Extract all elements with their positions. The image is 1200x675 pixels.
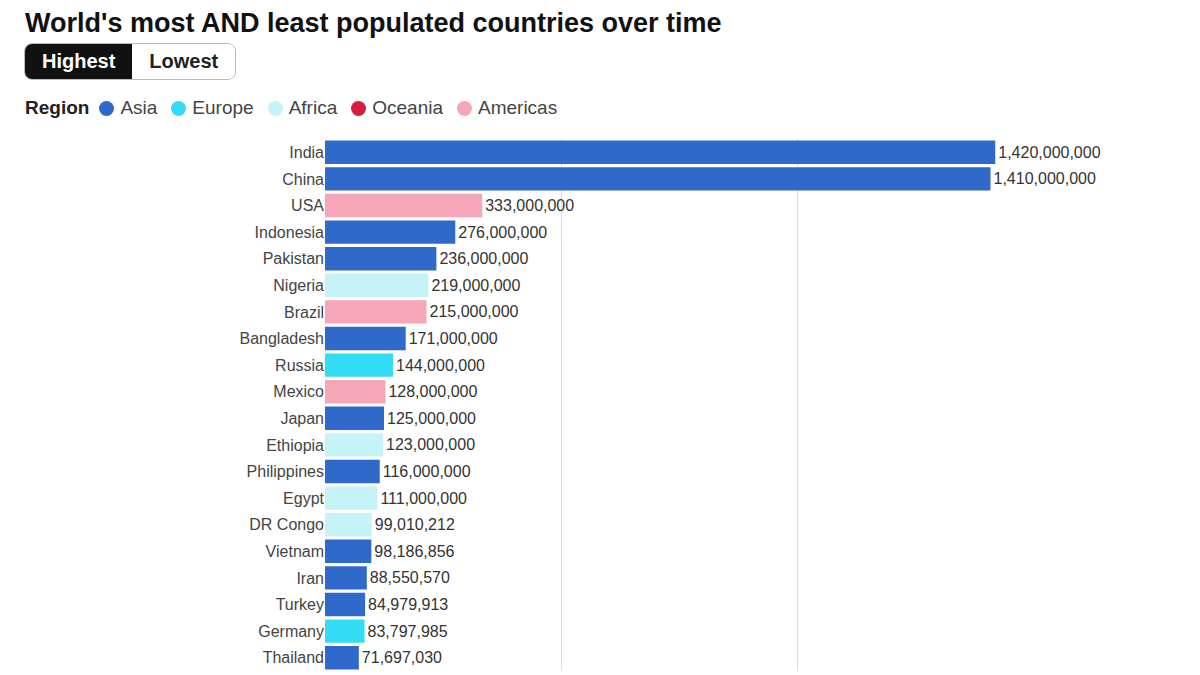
html-text:Americas: Americas: [478, 97, 558, 118]
svg-text:India: India: [289, 144, 324, 161]
svg-text:236,000,000: 236,000,000: [439, 250, 528, 267]
svg-text:Ethiopia: Ethiopia: [266, 437, 324, 454]
html-text:Region: Region: [25, 97, 90, 118]
html-text:Oceania: Oceania: [372, 97, 443, 118]
svg-text:1,420,000,000: 1,420,000,000: [998, 144, 1100, 161]
svg-text:Egypt: Egypt: [283, 490, 324, 507]
html-text:Africa: Africa: [288, 97, 338, 118]
html-text:Asia: Asia: [120, 97, 158, 118]
svg-text:71,697,030: 71,697,030: [362, 649, 442, 666]
svg-text:USA: USA: [291, 197, 324, 214]
svg-text:Mexico: Mexico: [273, 383, 324, 400]
svg-text:333,000,000: 333,000,000: [485, 197, 574, 214]
svg-text:99,010,212: 99,010,212: [375, 516, 455, 533]
svg-text:Philippines: Philippines: [247, 463, 324, 480]
svg-text:215,000,000: 215,000,000: [429, 303, 518, 320]
html-text:Highest: Highest: [42, 50, 116, 72]
svg-text:276,000,000: 276,000,000: [458, 224, 547, 241]
svg-text:144,000,000: 144,000,000: [396, 357, 485, 374]
svg-text:83,797,985: 83,797,985: [368, 623, 448, 640]
svg-text:88,550,570: 88,550,570: [370, 569, 450, 586]
svg-text:219,000,000: 219,000,000: [431, 277, 520, 294]
svg-text:Thailand: Thailand: [263, 649, 324, 666]
svg-text:Nigeria: Nigeria: [273, 277, 324, 294]
svg-text:Russia: Russia: [275, 357, 324, 374]
svg-text:Iran: Iran: [296, 570, 324, 587]
svg-text:Indonesia: Indonesia: [255, 224, 324, 241]
svg-text:125,000,000: 125,000,000: [387, 410, 476, 427]
html-text:Lowest: Lowest: [149, 50, 219, 72]
svg-text:Germany: Germany: [258, 623, 324, 640]
svg-text:128,000,000: 128,000,000: [388, 383, 477, 400]
svg-text:China: China: [282, 171, 324, 188]
svg-text:116,000,000: 116,000,000: [383, 463, 471, 480]
svg-text:111,000,000: 111,000,000: [380, 490, 467, 507]
svg-text:DR Congo: DR Congo: [249, 516, 324, 533]
svg-text:123,000,000: 123,000,000: [386, 436, 475, 453]
svg-text:98,186,856: 98,186,856: [374, 543, 454, 560]
svg-text:Bangladesh: Bangladesh: [239, 330, 324, 347]
svg-text:Pakistan: Pakistan: [263, 250, 324, 267]
svg-text:Brazil: Brazil: [284, 304, 324, 321]
svg-text:84,979,913: 84,979,913: [368, 596, 448, 613]
svg-text:171,000,000: 171,000,000: [409, 330, 498, 347]
svg-text:Vietnam: Vietnam: [266, 543, 324, 560]
svg-text:Turkey: Turkey: [276, 596, 324, 613]
html-text:World's most AND least populat: World's most AND least populated countri…: [25, 8, 722, 38]
svg-text:1,410,000,000: 1,410,000,000: [994, 170, 1096, 187]
html-text:Europe: Europe: [192, 97, 254, 118]
svg-text:Japan: Japan: [280, 410, 324, 427]
